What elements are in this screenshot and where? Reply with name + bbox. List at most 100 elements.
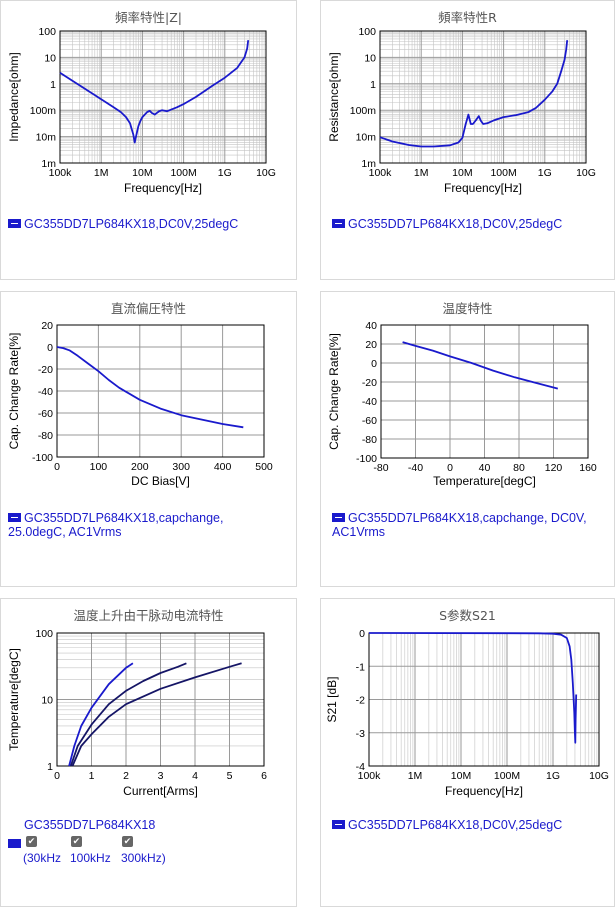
y-axis-label: S21 [dB] — [325, 676, 339, 722]
x-tick-label: 10G — [256, 167, 276, 179]
series-line — [56, 346, 244, 429]
series-line-30khz — [71, 662, 242, 767]
y-tick-label: -60 — [362, 415, 377, 427]
plot-frame — [56, 324, 265, 458]
y-tick-label: 10 — [364, 52, 376, 64]
x-tick-label: 40 — [479, 462, 491, 474]
chart-title: 温度特性 — [442, 301, 493, 316]
y-tick-label: -100 — [32, 452, 53, 464]
y-tick-label: -40 — [38, 386, 53, 398]
legend-label: GC355DD7LP684KX18,DC0V,25degC — [348, 818, 563, 832]
chart-impedance: 100k 1M 10M 100M 1G 10G 100 10 1 100m 10m 1m Frequen… — [7, 26, 276, 195]
x-tick-label: 400 — [214, 461, 232, 473]
chart-title: 頻率特性|Z| — [115, 10, 182, 25]
y-tick-label: 10 — [41, 695, 53, 707]
series-line-300khz — [68, 662, 134, 767]
label-30khz: (30kHz — [23, 851, 62, 865]
y-tick-label: -80 — [362, 434, 377, 446]
x-tick-label: 1M — [408, 770, 423, 782]
chart-title: 直流偏圧特性 — [110, 301, 186, 316]
series-line — [402, 341, 559, 390]
y-tick-label: 20 — [365, 339, 377, 351]
y-axis-label: Cap. Change Rate[%] — [327, 333, 341, 450]
label-300khz: 300kHz) — [121, 851, 166, 865]
x-axis-label: Frequency[Hz] — [445, 784, 523, 798]
x-tick-label: 500 — [255, 461, 273, 473]
y-tick-label: -80 — [38, 430, 53, 442]
plot-frame — [380, 324, 589, 459]
x-axis-label: Temperature[degC] — [433, 474, 536, 488]
x-axis-label: DC Bias[V] — [131, 474, 190, 488]
x-tick-label: 5 — [227, 770, 233, 782]
series-line — [59, 40, 250, 144]
x-tick-label: 1M — [414, 167, 429, 179]
y-tick-label: -40 — [362, 396, 377, 408]
chart-legend[interactable]: GC355DD7LP684KX18,DC0V,25degC — [8, 217, 238, 231]
legend-label: GC355DD7LP684KX18,DC0V,25degC — [348, 217, 563, 231]
panel-dc-bias: 直流偏圧特性 0 100 200 300 400 500 20 0 -20 -40 -60 -80 -1… — [0, 291, 297, 587]
legend-swatch — [332, 219, 345, 229]
y-tick-label: -4 — [356, 761, 365, 773]
x-tick-label: 0 — [54, 770, 60, 782]
y-tick-label: 0 — [359, 628, 365, 640]
y-tick-label: 10m — [36, 132, 57, 144]
x-tick-label: 1G — [538, 167, 552, 179]
legend-label: GC355DD7LP684KX18,DC0V,25degC — [24, 217, 239, 231]
panel-s21: S参数S21 100k 1M 10M 100M 1G 10G 0 -1 -2 -3 -4 Freque… — [320, 598, 615, 907]
chart-legend[interactable]: GC355DD7LP684KX18,DC0V,25degC — [332, 217, 562, 231]
checkbox-300khz[interactable]: ✔ — [122, 834, 133, 848]
x-tick-label: 10G — [576, 167, 596, 179]
x-tick-label: -40 — [408, 462, 423, 474]
x-tick-label: 10M — [451, 770, 471, 782]
y-tick-label: -100 — [356, 453, 377, 465]
y-tick-label: -1 — [356, 661, 365, 673]
x-axis-label: Current[Arms] — [123, 784, 198, 798]
legend-label: GC355DD7LP684KX18,capchange, DC0V, AC1Vr… — [332, 511, 587, 539]
label-100khz: 100kHz — [70, 851, 111, 865]
y-tick-label: 100m — [350, 105, 377, 117]
check-icon[interactable]: ✔ — [26, 836, 37, 848]
x-tick-label: 120 — [545, 462, 563, 474]
plot-frame — [59, 30, 267, 164]
legend-swatch — [332, 513, 345, 523]
y-tick-label: -2 — [356, 695, 365, 707]
x-tick-label: 100M — [490, 167, 516, 179]
check-icon[interactable]: ✔ — [122, 836, 133, 848]
chart-legend[interactable]: GC355DD7LP684KX18,DC0V,25degC — [332, 818, 562, 832]
y-tick-label: 1 — [370, 79, 376, 91]
y-tick-label: -20 — [362, 377, 377, 389]
y-tick-label: -3 — [356, 728, 365, 740]
legend-swatch — [8, 513, 21, 523]
x-tick-label: 100M — [170, 167, 196, 179]
y-tick-label: 10m — [356, 132, 377, 144]
x-tick-label: 200 — [131, 461, 149, 473]
chart-legend[interactable]: GC355DD7LP684KX18 — [8, 818, 155, 832]
check-icon[interactable]: ✔ — [71, 836, 82, 848]
panel-temperature: 温度特性 -80 -40 0 40 80 120 160 40 20 0 -20 -40 -60 -80-… — [320, 291, 615, 587]
chart-resistance: 100k 1M 10M 100M 1G 10G 100 10 1 100m 10m 1m Frequen… — [327, 26, 596, 195]
y-tick-label: 100 — [38, 26, 56, 38]
x-tick-label: 4 — [192, 770, 198, 782]
chart-title: S参数S21 — [439, 608, 496, 623]
chart-title: 温度上升由干脉动电流特性 — [73, 608, 224, 623]
plot-frame — [379, 30, 587, 164]
x-tick-label: 6 — [261, 770, 267, 782]
y-axis-label: Cap. Change Rate[%] — [7, 333, 21, 450]
series-line — [379, 40, 569, 148]
y-tick-label: 20 — [41, 320, 53, 332]
x-tick-label: 100k — [369, 167, 393, 179]
checkbox-30khz[interactable]: ✔ — [26, 834, 37, 848]
y-tick-label: 1m — [361, 158, 376, 170]
chart-legend[interactable]: GC355DD7LP684KX18,capchange, 25.0degC, A… — [8, 511, 278, 539]
chart-legend[interactable]: GC355DD7LP684KX18,capchange, DC0V, AC1Vr… — [332, 511, 602, 539]
y-tick-label: -60 — [38, 408, 53, 420]
legend-swatch — [332, 820, 345, 830]
x-tick-label: 100k — [358, 770, 382, 782]
x-tick-label: 10G — [589, 770, 609, 782]
series-line — [368, 632, 578, 744]
x-axis-label: Frequency[Hz] — [444, 181, 522, 195]
panel-resistance: 頻率特性R 100k 1M 10M 100M 1G 10G 100 10 1 100m 10m 1m F… — [320, 0, 615, 280]
y-tick-label: 100m — [30, 105, 57, 117]
checkbox-100khz[interactable]: ✔ — [71, 834, 82, 848]
